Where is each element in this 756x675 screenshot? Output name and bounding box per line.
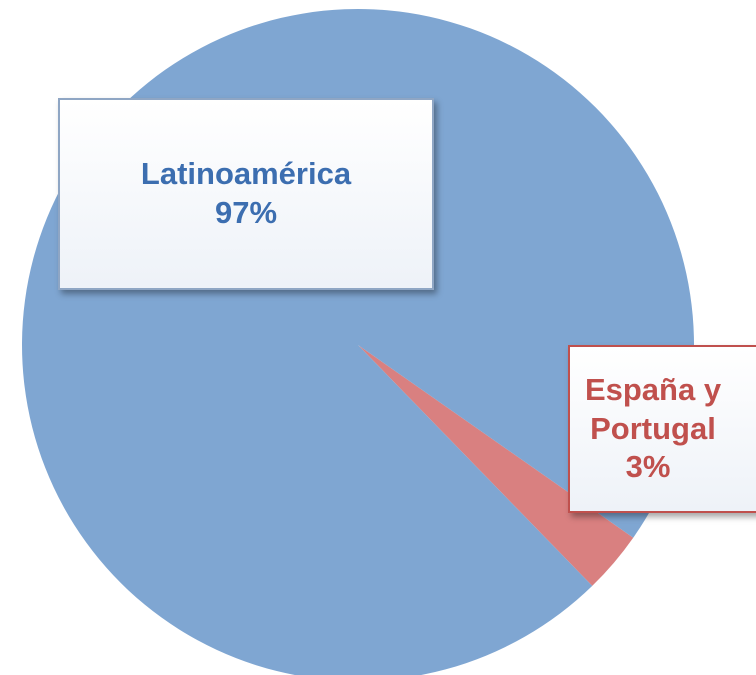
data-label: España y Portugal 3% — [568, 345, 756, 513]
value-label: 97% — [214, 195, 278, 230]
category-label: España y Portugal — [584, 371, 722, 446]
category-label: Latinoamérica — [140, 156, 352, 192]
value-label: 3% — [625, 449, 671, 485]
pie-slice — [358, 345, 634, 586]
data-label: Latinoamérica 97% — [58, 98, 434, 290]
